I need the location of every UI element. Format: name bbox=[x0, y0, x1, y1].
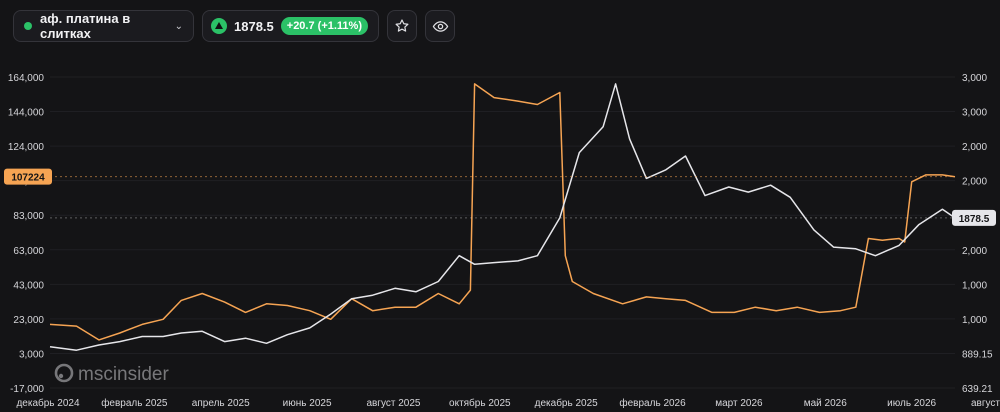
watermark-logo-dot bbox=[58, 373, 64, 379]
right-tick-label: 2,000 bbox=[962, 177, 987, 188]
x-tick-label: декабрь 2024 bbox=[16, 397, 80, 409]
watermark: mscinsider bbox=[54, 363, 169, 385]
right-tick-label: 3,000 bbox=[962, 108, 987, 119]
series-line-orange bbox=[49, 83, 956, 341]
price-display: 1878.5 +20.7 (+1.11%) bbox=[202, 10, 379, 42]
favorite-button[interactable] bbox=[387, 10, 417, 42]
instrument-name: аф. платина в слитках bbox=[40, 11, 131, 41]
eye-icon bbox=[432, 20, 448, 32]
left-tick-label: 124,000 bbox=[8, 142, 45, 153]
toolbar: аф. платина в слитках ⌄ 1878.5 +20.7 (+1… bbox=[13, 10, 455, 42]
left-tick-label: 3,000 bbox=[19, 349, 44, 360]
left-current-value-label: 107224 bbox=[11, 173, 45, 184]
watermark-logo-icon bbox=[54, 363, 74, 383]
x-axis: декабрь 2024 февраль 2025 апрель 2025 июнь … bbox=[16, 397, 1000, 409]
chevron-down-icon: ⌄ bbox=[174, 20, 183, 32]
left-tick-label: 23,000 bbox=[13, 315, 44, 326]
x-tick-label: июнь 2025 bbox=[283, 398, 332, 409]
watermark-text: mscinsider bbox=[78, 364, 169, 385]
right-tick-label: 1,000 bbox=[962, 315, 987, 326]
x-tick-label: февраль 2026 bbox=[619, 397, 686, 409]
x-tick-label: август 2025 bbox=[366, 398, 420, 409]
x-tick-label: март 2026 bbox=[715, 398, 763, 409]
right-current-value-badge bbox=[952, 209, 996, 226]
series-line-white bbox=[49, 83, 956, 351]
series-group bbox=[49, 83, 956, 351]
right-tick-label: 2,000 bbox=[962, 142, 987, 153]
right-tick-label: 889.15 bbox=[962, 349, 993, 360]
left-tick-label: 164,000 bbox=[8, 73, 45, 84]
watch-button[interactable] bbox=[425, 10, 455, 42]
x-tick-label: июль 2026 bbox=[887, 398, 936, 409]
left-current-value-badge bbox=[4, 168, 52, 185]
x-tick-label: октябрь 2025 bbox=[449, 397, 511, 409]
right-tick-label: 3,000 bbox=[962, 73, 987, 84]
right-tick-label: 639.21 bbox=[962, 384, 993, 395]
current-price: 1878.5 bbox=[234, 18, 274, 34]
left-axis: 164,000144,000124,000103,00083,00063,000… bbox=[8, 73, 45, 395]
right-tick-label: 2,000 bbox=[962, 246, 987, 257]
left-tick-label: 63,000 bbox=[13, 246, 44, 257]
x-tick-label: февраль 2025 bbox=[101, 397, 168, 409]
x-tick-label: май 2026 bbox=[804, 398, 847, 409]
right-tick-label: 1,000 bbox=[962, 280, 987, 291]
price-change-badge: +20.7 (+1.11%) bbox=[280, 17, 368, 35]
grid bbox=[50, 76, 955, 389]
instrument-selector[interactable]: аф. платина в слитках ⌄ bbox=[13, 10, 194, 42]
star-icon bbox=[395, 19, 409, 32]
x-tick-label: август 2026 bbox=[971, 398, 1000, 409]
left-tick-label: -17,000 bbox=[10, 384, 44, 395]
x-tick-label: декабрь 2025 bbox=[535, 397, 599, 409]
status-dot-icon bbox=[24, 22, 32, 30]
right-current-value-label: 1878.5 bbox=[959, 214, 990, 225]
left-tick-label: 144,000 bbox=[8, 108, 45, 119]
current-value-markers: 107224 1878.5 bbox=[4, 168, 996, 226]
left-tick-label: 43,000 bbox=[13, 280, 44, 291]
x-tick-label: апрель 2025 bbox=[192, 398, 250, 409]
up-arrow-icon bbox=[211, 18, 227, 34]
right-axis: 3,0003,0002,0002,0002,0002,0001,0001,000… bbox=[962, 73, 993, 395]
left-tick-label: 83,000 bbox=[13, 211, 44, 222]
